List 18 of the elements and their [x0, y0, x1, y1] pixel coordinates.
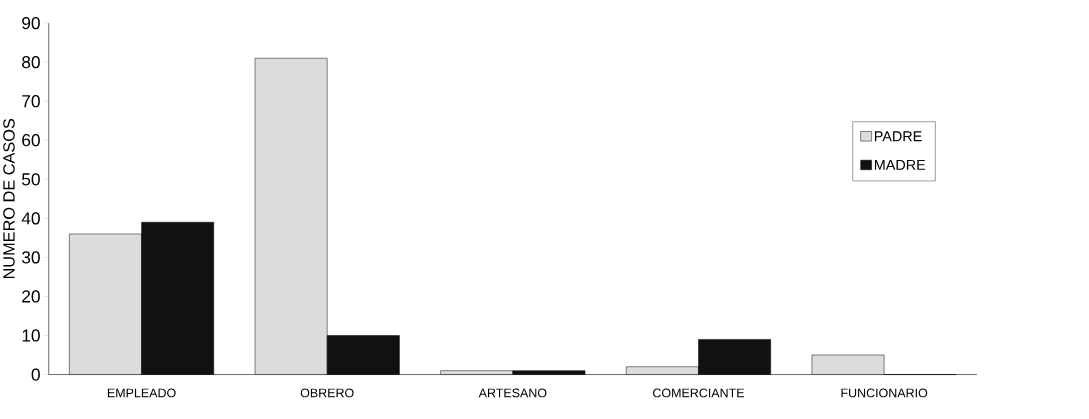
y-tick-label: 60	[22, 134, 40, 147]
y-tick-label: 30	[22, 251, 40, 264]
legend-label: MADRE	[874, 160, 926, 170]
x-tick-label: FUNCIONARIO	[841, 388, 928, 398]
y-tick-label: 70	[22, 95, 40, 108]
legend-label: PADRE	[874, 131, 922, 142]
y-tick-label: 80	[22, 56, 40, 69]
x-tick-label: OBRERO	[300, 388, 354, 398]
x-tick-label: COMERCIANTE	[653, 388, 745, 398]
y-axis-title: NUMERO DE CASOS	[3, 119, 15, 279]
x-tick-label: EMPLEADO	[107, 388, 176, 398]
y-tick-label: 20	[22, 290, 40, 303]
x-tick-label: ARTESANO	[478, 388, 547, 398]
y-tick-label: 10	[22, 329, 40, 342]
y-tick-label: 50	[22, 173, 40, 186]
y-tick-label: 0	[31, 368, 40, 381]
y-tick-label: 90	[22, 17, 40, 30]
y-tick-label: 40	[21, 212, 40, 225]
